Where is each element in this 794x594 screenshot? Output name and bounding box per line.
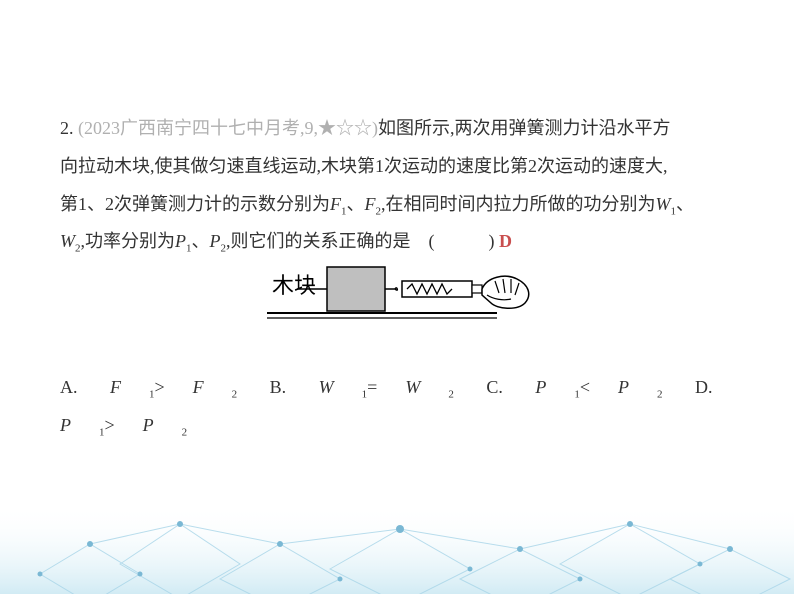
decoration-bg <box>0 484 794 594</box>
q-line1a: 如图所示,两次用弹簧测力计沿水平方 <box>378 118 671 138</box>
q-number: 2. <box>60 118 74 138</box>
question-text: 2. (2023广西南宁四十七中月考,9,★☆☆)如图所示,两次用弹簧测力计沿水… <box>60 110 734 148</box>
figure: 木块 <box>60 265 734 359</box>
figure-label: 木块 <box>272 273 316 298</box>
question-block: 2. (2023广西南宁四十七中月考,9,★☆☆)如图所示,两次用弹簧测力计沿水… <box>0 0 794 445</box>
q-line4: W2,功率分别为P1、P2,则它们的关系正确的是 ( ) D <box>60 223 734 261</box>
block-rect <box>327 267 385 311</box>
option-c: C. P1<P2 <box>486 377 662 397</box>
q-line2: 向拉动木块,使其做匀速直线运动,木块第1次运动的速度比第2次运动的速度大, <box>60 148 734 186</box>
q-line3: 第1、2次弹簧测力计的示数分别为F1、F2,在相同时间内拉力所做的功分别为W1、 <box>60 186 734 224</box>
figure-svg: 木块 <box>247 265 547 345</box>
q-source: (2023广西南宁四十七中月考,9,★☆☆) <box>78 118 378 138</box>
option-a: A. F1>F2 <box>60 377 237 397</box>
option-b: B. W1=W2 <box>270 377 454 397</box>
hand-icon <box>482 276 529 308</box>
hook-icon <box>385 288 397 290</box>
options-row: A. F1>F2 B. W1=W2 C. P1<P2 D. P1>P2 <box>60 369 734 445</box>
answer-mark: D <box>499 231 512 251</box>
